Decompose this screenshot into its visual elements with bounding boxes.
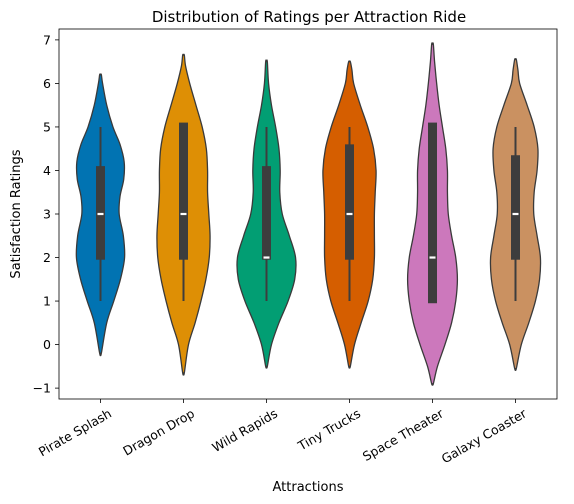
violin-wild-rapids bbox=[236, 59, 297, 369]
violin-iqr-box bbox=[511, 155, 520, 260]
violin-iqr-box bbox=[179, 122, 188, 260]
y-tick-label: −1 bbox=[33, 381, 51, 396]
x-tick-label: Galaxy Coaster bbox=[439, 405, 530, 466]
y-axis: −1 0 1 2 3 4 5 6 7 bbox=[33, 32, 59, 396]
x-tick-label: Tiny Trucks bbox=[294, 406, 363, 454]
violin-galaxy-coaster bbox=[489, 58, 542, 371]
x-axis-label: Attractions bbox=[273, 480, 344, 495]
violin-dragon-drop bbox=[156, 53, 211, 376]
y-tick-label: 3 bbox=[43, 207, 51, 222]
y-tick-label: 1 bbox=[43, 294, 51, 309]
chart-title: Distribution of Ratings per Attraction R… bbox=[152, 8, 466, 26]
violins-layer bbox=[75, 42, 542, 386]
x-axis: Pirate Splash Dragon Drop Wild Rapids Tiny … bbox=[36, 399, 530, 466]
y-tick-label: 5 bbox=[43, 119, 51, 134]
x-tick-label: Pirate Splash bbox=[36, 406, 114, 460]
y-tick-label: 2 bbox=[43, 250, 51, 265]
violin-iqr-box bbox=[262, 166, 271, 260]
plot-frame bbox=[58, 28, 558, 400]
x-tick-label: Dragon Drop bbox=[120, 406, 197, 459]
y-tick-label: 4 bbox=[43, 163, 51, 178]
violin-pirate-splash bbox=[75, 73, 126, 357]
violin-iqr-box bbox=[428, 122, 437, 304]
y-tick-label: 7 bbox=[43, 32, 51, 47]
violin-tiny-trucks bbox=[322, 60, 377, 369]
violin-space-theater bbox=[406, 42, 459, 386]
violin-iqr-box bbox=[345, 144, 354, 260]
x-tick-label: Space Theater bbox=[360, 405, 447, 464]
x-tick-label: Wild Rapids bbox=[209, 406, 280, 455]
y-axis-label: Satisfaction Ratings bbox=[9, 149, 24, 278]
y-tick-label: 0 bbox=[43, 337, 51, 352]
y-tick-label: 6 bbox=[43, 76, 51, 91]
